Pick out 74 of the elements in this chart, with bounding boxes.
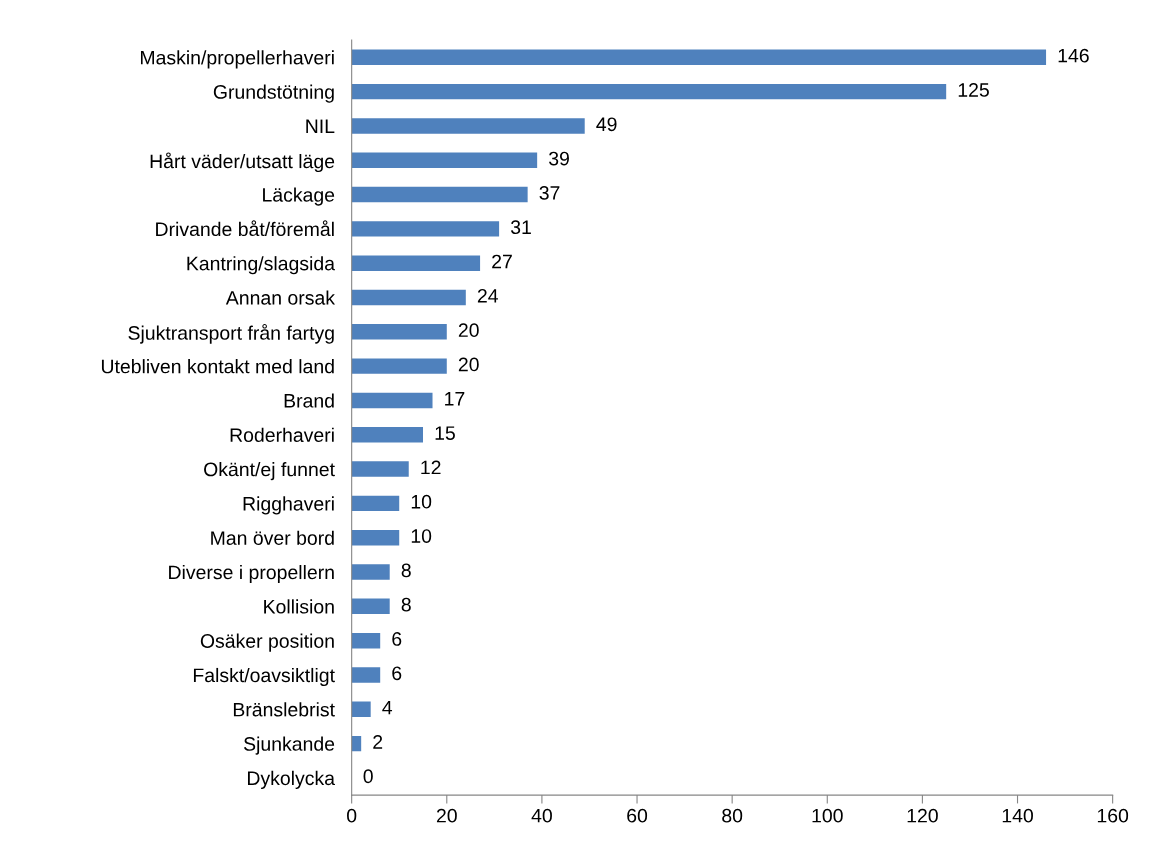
y-tick-label: Läckage xyxy=(263,187,335,206)
data-label: 49 xyxy=(596,117,617,132)
data-label: 8 xyxy=(401,563,411,578)
data-label: 125 xyxy=(958,83,989,97)
y-tick-label: Hårt väder/utsatt läge xyxy=(150,152,335,173)
bar xyxy=(351,221,500,237)
y-tick-label: Utebliven kontakt med land xyxy=(101,359,334,374)
y-tick-label: Kantring/slagsida xyxy=(187,256,336,275)
bar xyxy=(351,427,424,443)
bar xyxy=(351,495,400,512)
y-tick-label: Grundstötning xyxy=(213,84,334,103)
x-tick-label: 160 xyxy=(1097,808,1129,823)
data-label: 39 xyxy=(549,151,569,166)
data-label: 6 xyxy=(392,666,402,681)
data-label: 20 xyxy=(458,357,479,372)
bar xyxy=(351,701,371,718)
x-tick-label: 40 xyxy=(531,808,552,823)
y-tick-label: Brand xyxy=(284,393,334,408)
bar xyxy=(351,735,362,752)
y-tick-label: Sjuktransport från fartyg xyxy=(128,323,334,344)
y-tick-label: Maskin/propellerhaveri xyxy=(140,50,334,69)
bar xyxy=(351,289,466,306)
x-tick-label: 60 xyxy=(627,808,648,823)
bar xyxy=(351,392,433,409)
y-tick-label: Dykolycka xyxy=(247,770,335,789)
bar xyxy=(351,49,1047,66)
x-tick-label: 120 xyxy=(907,808,938,823)
data-label: 12 xyxy=(421,460,441,475)
y-tick-label: Kollision xyxy=(264,599,334,614)
y-tick-label: Okänt/ej funnet xyxy=(204,462,335,481)
data-label: 146 xyxy=(1058,48,1089,63)
bar xyxy=(351,186,528,203)
data-label: 31 xyxy=(510,220,531,235)
bar xyxy=(351,564,390,580)
y-tick-label: Falskt/oavsiktligt xyxy=(193,667,335,687)
x-tick-label: 20 xyxy=(436,808,457,823)
y-tick-label: Osäker position xyxy=(200,633,334,652)
data-label: 37 xyxy=(539,186,560,200)
bar xyxy=(351,667,381,683)
bar xyxy=(351,324,447,340)
data-label: 4 xyxy=(382,700,393,715)
data-label: 10 xyxy=(411,494,432,509)
data-label: 10 xyxy=(411,529,432,543)
data-label: 8 xyxy=(401,597,411,612)
y-tick-label: Rigghaveri xyxy=(243,496,334,515)
data-label: 17 xyxy=(445,392,465,406)
bar xyxy=(351,118,585,134)
y-tick-label: Drivande båt/föremål xyxy=(156,220,334,237)
x-tick-label: 140 xyxy=(1002,808,1033,823)
bar xyxy=(351,632,381,649)
y-tick-label: Annan orsak xyxy=(225,290,336,305)
y-tick-label: Man över bord xyxy=(211,530,334,545)
bar xyxy=(351,358,447,374)
bar xyxy=(351,152,538,168)
y-tick-label: NIL xyxy=(306,119,335,133)
data-label: 2 xyxy=(373,735,383,749)
y-tick-label: Roderhaveri xyxy=(230,427,334,442)
bar xyxy=(351,598,390,615)
y-tick-label: Diverse i propellern xyxy=(169,564,334,584)
x-tick-label: 80 xyxy=(722,808,743,823)
y-tick-label: Sjunkande xyxy=(243,736,335,755)
bar xyxy=(351,255,481,271)
bar xyxy=(351,83,947,100)
x-tick-label: 100 xyxy=(812,808,843,823)
y-tick-label: Bränslebrist xyxy=(233,702,335,717)
data-label: 27 xyxy=(492,254,512,269)
data-label: 0 xyxy=(363,769,373,784)
data-label: 15 xyxy=(435,426,455,440)
data-label: 24 xyxy=(477,288,498,303)
data-label: 6 xyxy=(392,632,402,646)
x-tick-label: 0 xyxy=(347,808,357,823)
bar xyxy=(351,529,400,546)
data-label: 20 xyxy=(458,323,479,338)
bar xyxy=(351,461,409,477)
